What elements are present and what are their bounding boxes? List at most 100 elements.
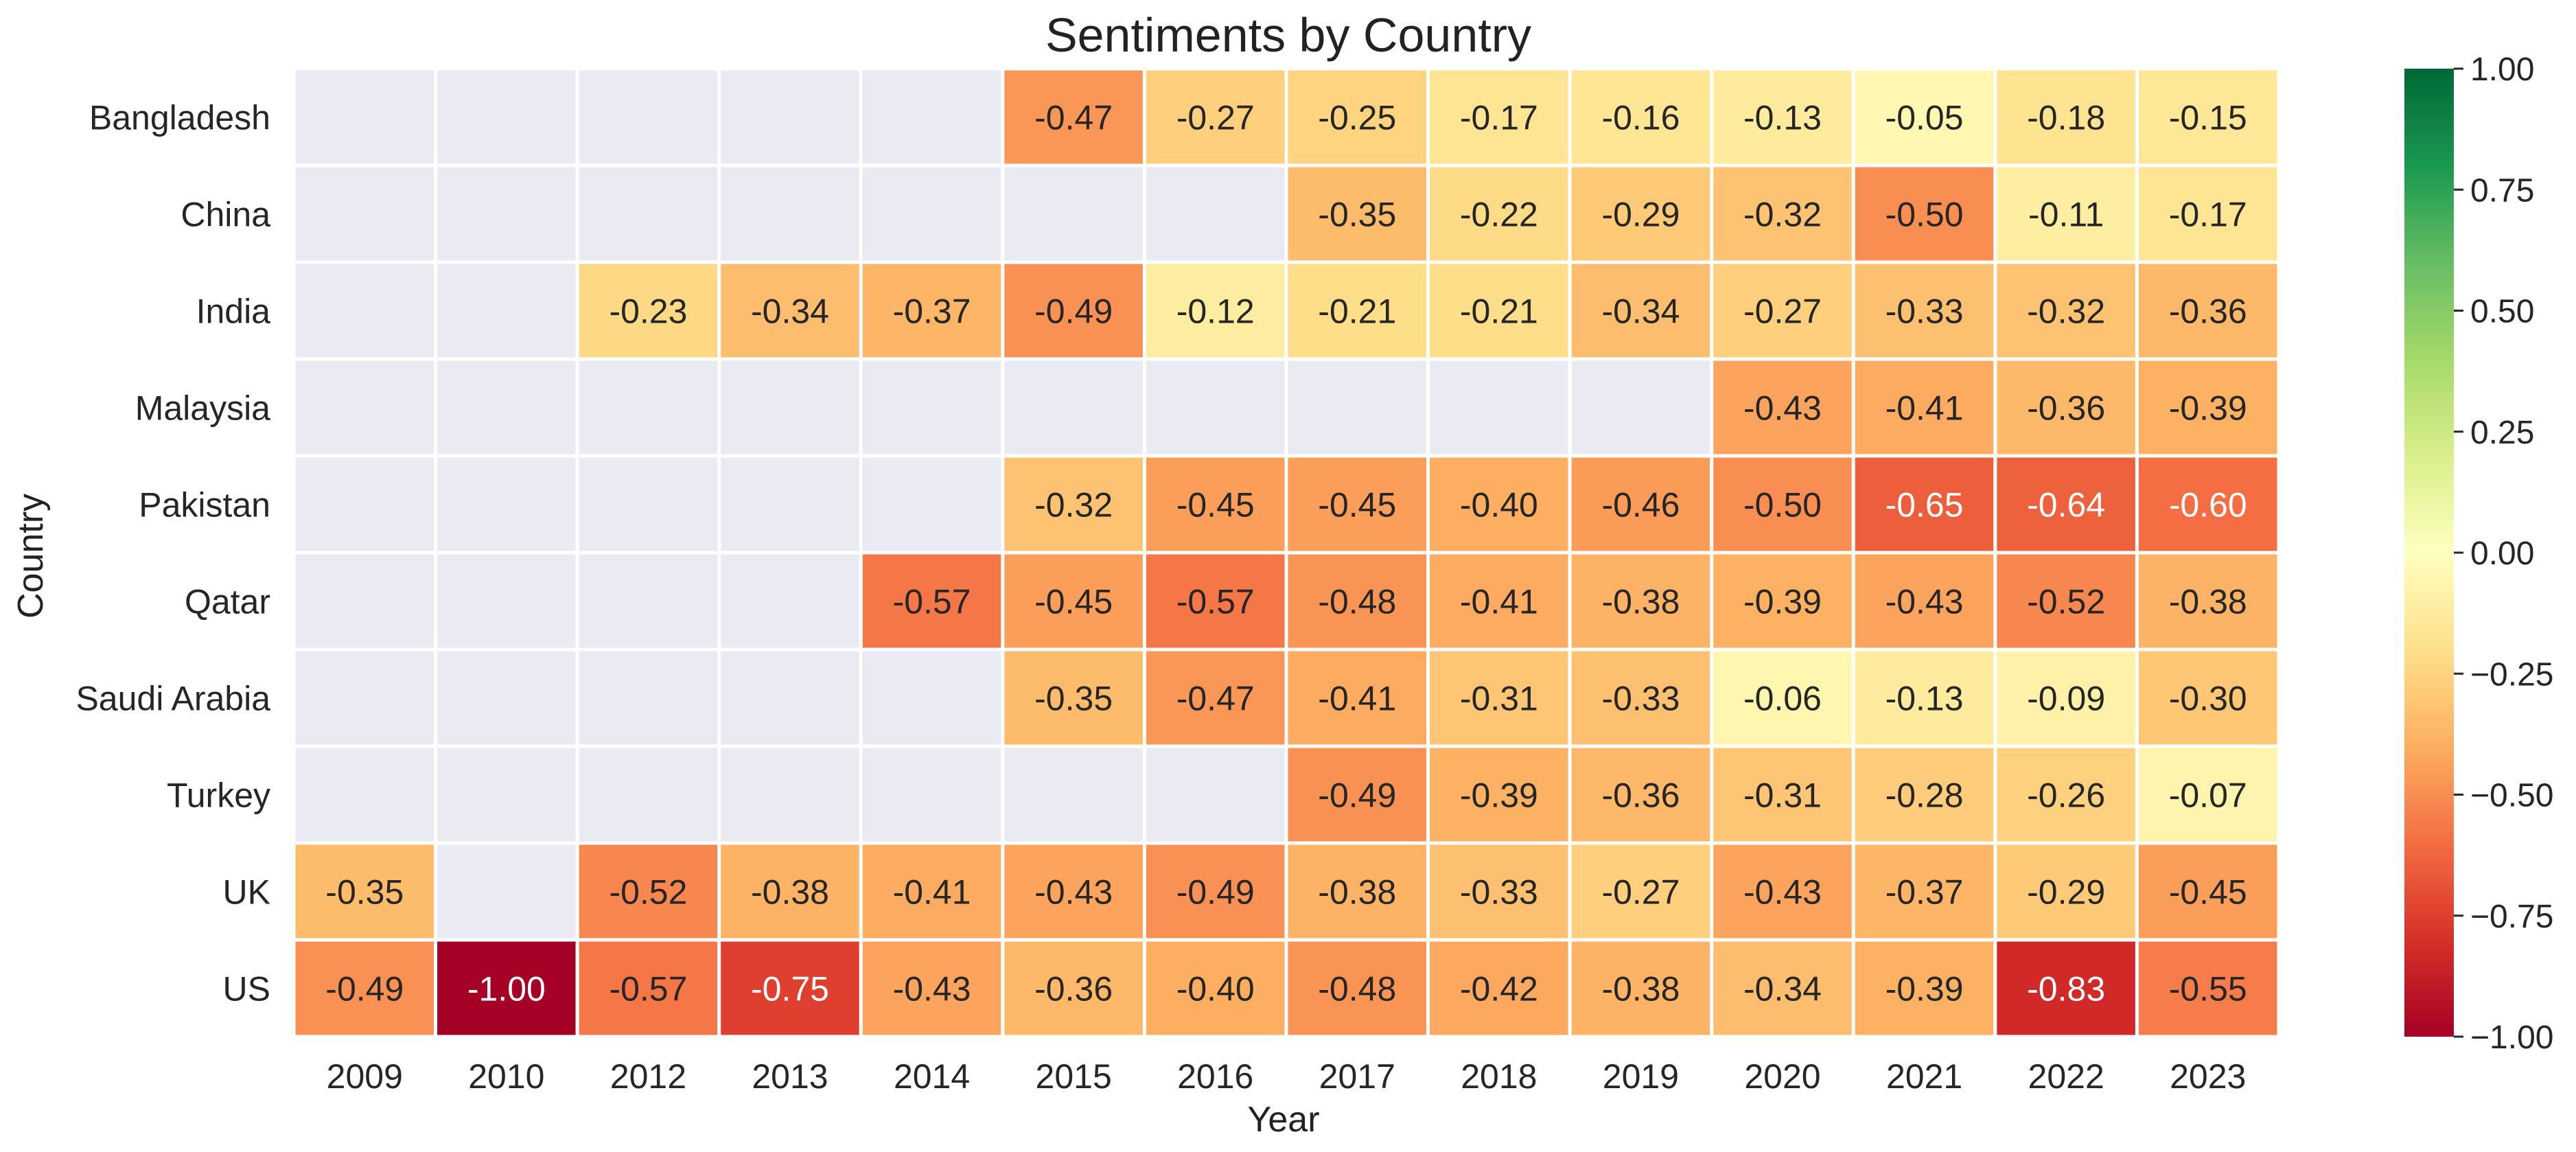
- heatmap-cell: [1710, 357, 1855, 458]
- cell-value-label: -0.26: [2027, 776, 2105, 815]
- colorbar-tick-label: 0.00: [2470, 535, 2534, 572]
- heatmap-cell: [292, 938, 438, 1039]
- cell-value-label: -0.36: [1034, 970, 1113, 1009]
- heatmap-cell-empty: [434, 647, 579, 748]
- heatmap-cell: [1001, 841, 1146, 942]
- cell-value-label: -0.38: [1601, 583, 1680, 621]
- heatmap-cell-empty: [292, 357, 438, 458]
- heatmap-cell-empty: [1001, 163, 1146, 264]
- cell-value-label: -0.35: [1318, 196, 1396, 234]
- heatmap-cell: [1284, 260, 1430, 361]
- x-tick-label: 2012: [610, 1057, 686, 1096]
- heatmap-cell: [1284, 841, 1430, 942]
- heatmap-cell: [1568, 841, 1714, 942]
- heatmap-cell-empty: [859, 357, 1005, 458]
- heatmap-cell-empty: [292, 647, 438, 748]
- heatmap-cell: [1001, 260, 1146, 361]
- heatmap-cell-empty: [292, 744, 438, 845]
- heatmap-cell-empty: [292, 163, 438, 264]
- cell-value-label: -0.57: [609, 970, 687, 1009]
- colorbar-tick-label: −0.25: [2470, 656, 2553, 693]
- cell-value-label: -0.15: [2169, 99, 2247, 137]
- heatmap-cell-empty: [575, 454, 721, 555]
- heatmap-cell-empty: [1568, 357, 1714, 458]
- heatmap-cell-empty: [859, 744, 1005, 845]
- heatmap-cell: [1426, 454, 1572, 555]
- y-tick-label: Malaysia: [135, 389, 270, 428]
- heatmap-cell: [1284, 551, 1430, 652]
- cell-value-label: -0.39: [2169, 389, 2247, 428]
- heatmap-cell-empty: [717, 67, 863, 168]
- heatmap-cell-empty: [1142, 357, 1288, 458]
- heatmap-cell: [1993, 841, 2139, 942]
- cell-value-label: -0.46: [1601, 486, 1680, 525]
- heatmap-cell: [1284, 647, 1430, 748]
- y-tick-label: Qatar: [185, 583, 270, 621]
- heatmap-cell-empty: [1284, 357, 1430, 458]
- heatmap-cell: [575, 260, 721, 361]
- heatmap-cell-empty: [575, 163, 721, 264]
- cell-value-label: -0.49: [1318, 776, 1396, 815]
- heatmap-cell: [1142, 841, 1288, 942]
- cell-value-label: -0.32: [2027, 292, 2105, 331]
- heatmap-cell: [1142, 647, 1288, 748]
- y-tick-label: India: [196, 292, 271, 331]
- heatmap-cell-empty: [292, 67, 438, 168]
- colorbar-tick-label: −0.75: [2470, 899, 2553, 935]
- heatmap-cell: [1001, 67, 1146, 168]
- cell-value-label: -0.43: [893, 970, 971, 1009]
- cell-value-label: -0.52: [609, 873, 687, 912]
- cell-value-label: -0.36: [1601, 776, 1680, 815]
- cell-value-label: -0.60: [2169, 486, 2247, 525]
- heatmap-cell: [2135, 551, 2281, 652]
- cell-value-label: -0.39: [1743, 583, 1822, 621]
- heatmap-cell-empty: [859, 67, 1005, 168]
- cell-value-label: -0.12: [1176, 292, 1255, 331]
- cell-value-label: -0.45: [2169, 873, 2247, 912]
- heatmap-cell-empty: [434, 67, 579, 168]
- cell-value-label: -0.57: [1176, 583, 1255, 621]
- heatmap-cell-empty: [575, 357, 721, 458]
- heatmap-cell: [575, 841, 721, 942]
- cell-value-label: -0.40: [1460, 486, 1538, 525]
- cell-value-label: -0.41: [1318, 680, 1396, 718]
- heatmap-cell: [1426, 260, 1572, 361]
- y-axis-tick-labels: Bangladesh China India Malaysia Pakistan Qata…: [76, 99, 270, 1009]
- cell-value-label: -0.39: [1885, 970, 1964, 1009]
- heatmap-cell: [1993, 744, 2139, 845]
- cell-value-label: -0.55: [2169, 970, 2247, 1009]
- x-tick-label: 2022: [2028, 1057, 2104, 1096]
- y-tick-label: Bangladesh: [89, 99, 270, 137]
- x-tick-label: 2014: [894, 1057, 970, 1096]
- cell-value-label: -0.64: [2027, 486, 2105, 525]
- colorbar-ticks: 1.00 0.75 0.50 0.25 0.00 −0.25 −0.50 −0.75 −1.00: [2454, 51, 2553, 1056]
- heatmap-cell-empty: [434, 744, 579, 845]
- colorbar-tick-label: 1.00: [2470, 51, 2534, 88]
- heatmap-cell-empty: [292, 551, 438, 652]
- heatmap-cell: [434, 938, 579, 1039]
- cell-value-label: -0.36: [2027, 389, 2105, 428]
- cell-value-label: -0.29: [2027, 873, 2105, 912]
- cell-value-label: -0.31: [1460, 680, 1538, 718]
- cell-value-label: -0.40: [1176, 970, 1255, 1009]
- cell-value-label: -0.45: [1318, 486, 1396, 525]
- heatmap-cell: [1568, 163, 1714, 264]
- heatmap-cell: [1142, 67, 1288, 168]
- heatmap-cell: [1284, 163, 1430, 264]
- heatmap-cell: [1284, 938, 1430, 1039]
- cell-value-label: -0.43: [1034, 873, 1113, 912]
- heatmap-cell-empty: [292, 260, 438, 361]
- heatmap-cell-empty: [575, 744, 721, 845]
- heatmap-cell: [1851, 841, 1997, 942]
- cell-value-label: -0.18: [2027, 99, 2105, 137]
- heatmap-cell: [1426, 938, 1572, 1039]
- heatmap-cell: [1851, 551, 1997, 652]
- heatmap-cell-empty: [575, 551, 721, 652]
- colorbar-tick-label: 0.50: [2470, 294, 2534, 330]
- x-tick-label: 2021: [1886, 1057, 1962, 1096]
- heatmap-cell-empty: [434, 260, 579, 361]
- cell-value-label: -0.49: [1034, 292, 1113, 331]
- heatmap-cell-empty: [434, 841, 579, 942]
- x-tick-label: 2015: [1036, 1057, 1112, 1096]
- cell-value-label: -0.21: [1460, 292, 1538, 331]
